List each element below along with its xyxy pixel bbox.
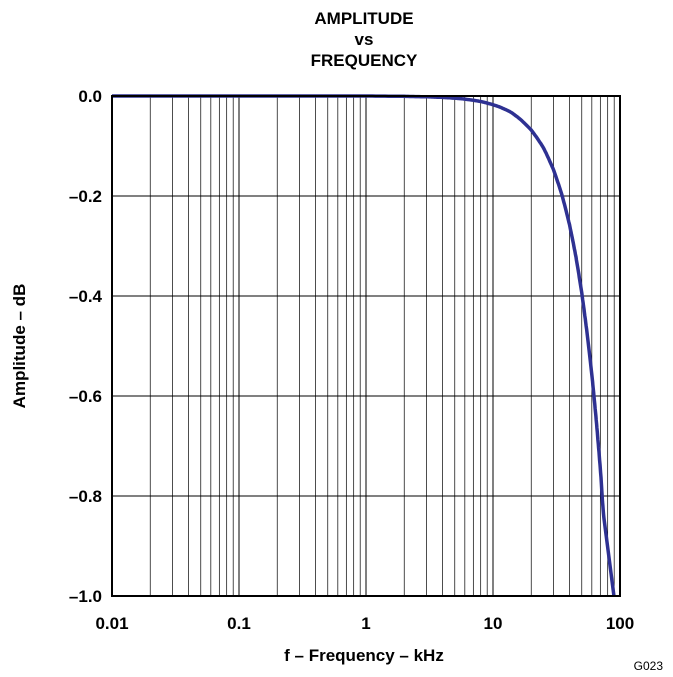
chart-title-line-2: vs (355, 30, 374, 49)
grid (112, 96, 620, 596)
x-tick-label: 100 (606, 614, 634, 633)
x-tick-label: 1 (361, 614, 370, 633)
x-tick-label: 0.01 (95, 614, 128, 633)
y-tick-label: –0.4 (69, 287, 103, 306)
figure-code: G023 (634, 659, 664, 673)
series-layer (112, 94, 616, 597)
y-axis-label: Amplitude – dB (10, 284, 29, 409)
x-tick-labels: 0.01 0.1 1 10 100 (95, 614, 634, 633)
y-tick-label: –0.6 (69, 387, 102, 406)
x-tick-label: 10 (484, 614, 503, 633)
y-tick-label: –1.0 (69, 587, 102, 606)
y-tick-label: 0.0 (78, 87, 102, 106)
plot-frame (111, 95, 621, 597)
x-axis-label: f – Frequency – kHz (284, 646, 444, 665)
y-tick-label: –0.8 (69, 487, 102, 506)
amplitude-series-line (112, 94, 616, 597)
x-tick-label: 0.1 (227, 614, 251, 633)
y-tick-labels: 0.0 –0.2 –0.4 –0.6 –0.8 –1.0 (69, 87, 103, 606)
chart-title-line-3: FREQUENCY (311, 51, 418, 70)
chart-title: AMPLITUDE vs FREQUENCY (311, 9, 418, 70)
chart-title-line-1: AMPLITUDE (314, 9, 413, 28)
y-tick-label: –0.2 (69, 187, 102, 206)
